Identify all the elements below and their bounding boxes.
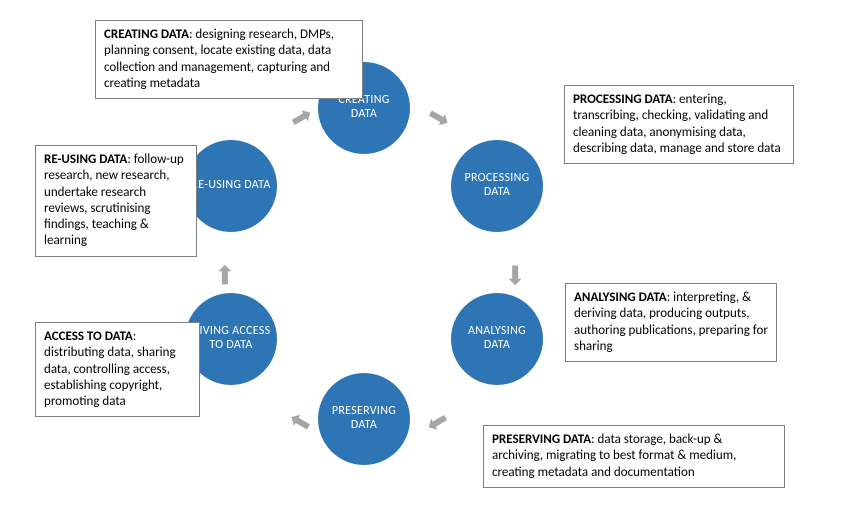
node-reusing: RE-USING DATA	[185, 140, 277, 232]
cycle-arrow-3: ➡	[284, 406, 316, 439]
callout-processing: PROCESSING DATA: entering, transcribing,…	[564, 85, 794, 164]
data-lifecycle-diagram: CREATING DATA PROCESSING DATA ANALYSING DA…	[0, 0, 847, 523]
node-label: PROCESSING DATA	[457, 172, 537, 200]
cycle-arrow-5: ➡	[285, 100, 317, 133]
cycle-arrow-1: ➡	[503, 264, 529, 286]
node-preserving: PRESERVING DATA	[318, 373, 410, 465]
node-analysing: ANALYSING DATA	[451, 293, 543, 385]
cycle-arrow-4: ➡	[211, 264, 237, 286]
callout-title: PROCESSING DATA	[573, 92, 673, 107]
callout-access: ACCESS TO DATA: distributing data, shari…	[35, 322, 200, 417]
cycle-arrow-2: ➡	[422, 406, 454, 439]
callout-creating: CREATING DATA: designing research, DMPs,…	[95, 20, 363, 99]
callout-reusing: RE-USING DATA: follow-up research, new r…	[35, 145, 197, 257]
callout-title: ANALYSING DATA	[574, 290, 667, 305]
cycle-arrow-0: ➡	[423, 100, 455, 133]
callout-preserving: PRESERVING DATA: data storage, back-up &…	[483, 425, 785, 488]
callout-title: RE-USING DATA	[44, 152, 127, 167]
node-processing: PROCESSING DATA	[451, 140, 543, 232]
node-label: RE-USING DATA	[191, 179, 270, 193]
callout-title: ACCESS TO DATA	[44, 329, 133, 344]
node-label: PRESERVING DATA	[324, 405, 404, 433]
callout-analysing: ANALYSING DATA: interpreting, & deriving…	[565, 283, 777, 362]
callout-title: PRESERVING DATA	[492, 432, 591, 447]
node-label: GIVING ACCESS TO DATA	[191, 325, 271, 353]
node-label: ANALYSING DATA	[457, 325, 537, 353]
callout-title: CREATING DATA	[104, 27, 189, 42]
